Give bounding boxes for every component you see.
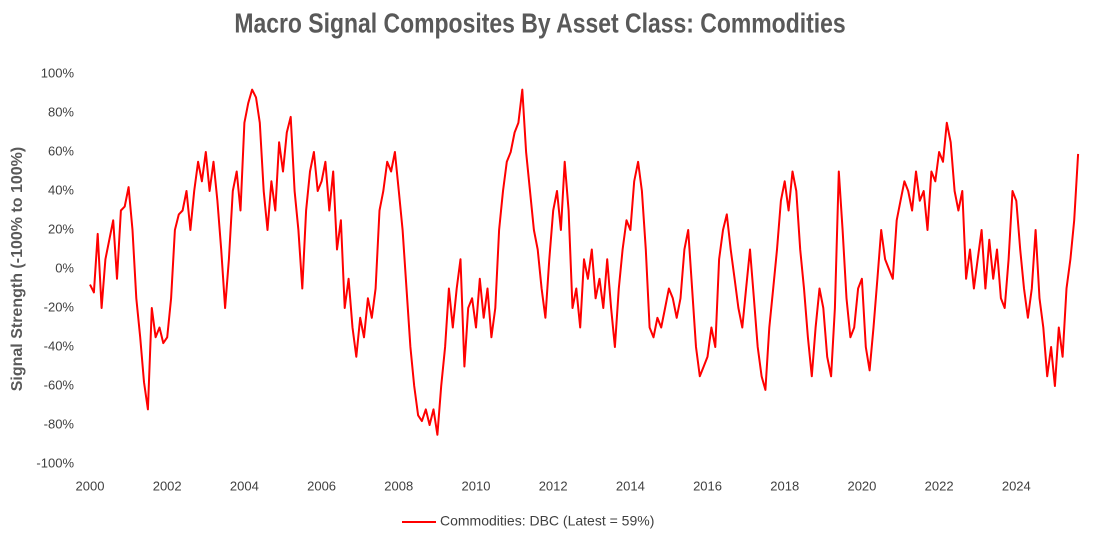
y-tick-label: 40% <box>48 182 74 197</box>
chart-title: Macro Signal Composites By Asset Class: … <box>234 8 845 39</box>
x-tick-label: 2020 <box>847 478 876 493</box>
legend: Commodities: DBC (Latest = 59%) <box>402 513 654 529</box>
x-tick-label: 2016 <box>693 478 722 493</box>
y-tick-label: 60% <box>48 143 74 158</box>
legend-label: Commodities: DBC (Latest = 59%) <box>440 513 654 529</box>
y-axis-label: Signal Strength (-100% to 100%) <box>9 147 26 392</box>
y-tick-label: 100% <box>41 65 75 80</box>
x-tick-label: 2010 <box>462 478 491 493</box>
x-tick-label: 2024 <box>1002 478 1031 493</box>
y-tick-label: 0% <box>55 260 74 275</box>
x-tick-label: 2000 <box>76 478 105 493</box>
x-tick-label: 2014 <box>616 478 645 493</box>
x-tick-label: 2018 <box>770 478 799 493</box>
y-tick-label: -80% <box>44 416 75 431</box>
y-tick-label: -20% <box>44 299 75 314</box>
x-tick-label: 2006 <box>307 478 336 493</box>
data-line <box>89 88 1080 436</box>
y-tick-label: -40% <box>44 338 75 353</box>
y-tick-label: 20% <box>48 221 74 236</box>
y-tick-label: 80% <box>48 104 74 119</box>
y-tick-label: -100% <box>36 455 74 470</box>
x-tick-label: 2012 <box>539 478 568 493</box>
y-tick-label: -60% <box>44 377 75 392</box>
x-tick-label: 2022 <box>925 478 954 493</box>
x-tick-label: 2008 <box>384 478 413 493</box>
x-tick-label: 2002 <box>153 478 182 493</box>
x-tick-label: 2004 <box>230 478 259 493</box>
